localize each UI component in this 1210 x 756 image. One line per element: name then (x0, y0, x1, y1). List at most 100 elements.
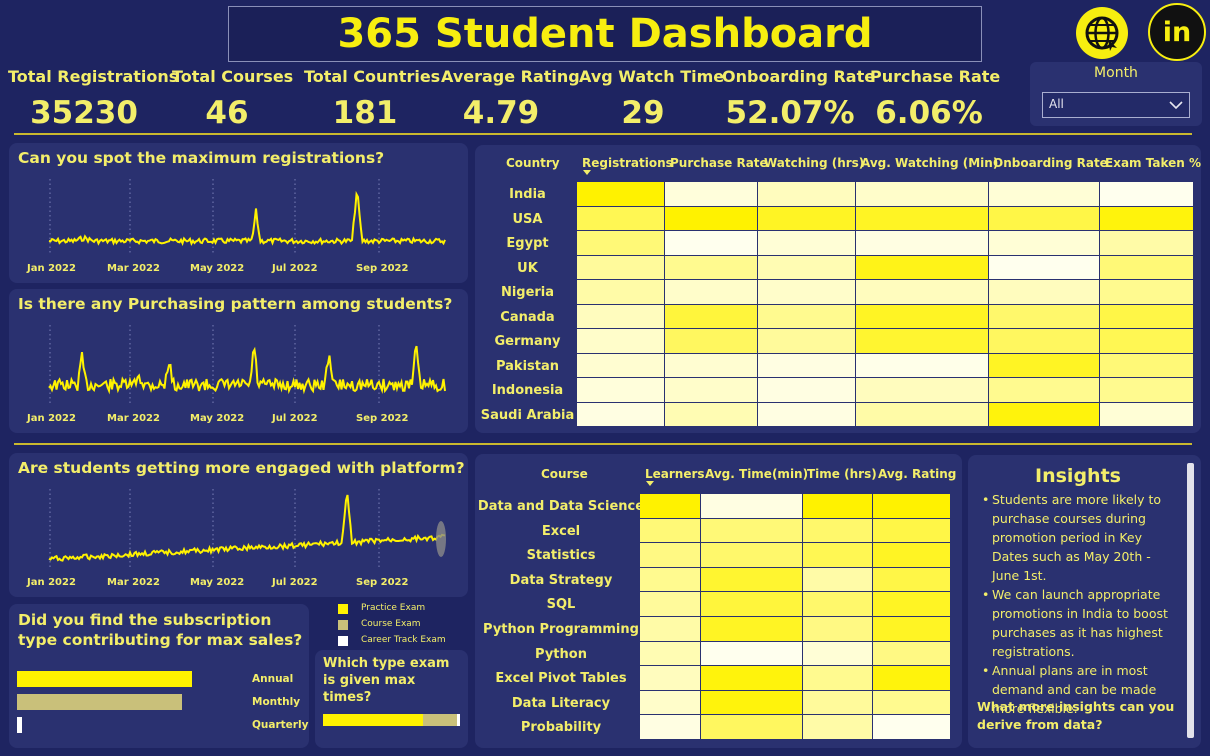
heatmap-cell (665, 304, 757, 328)
kpi-label: Total Registrations (8, 67, 179, 86)
column-header[interactable]: Watching (hrs) (764, 156, 865, 170)
heatmap-cell (640, 518, 700, 543)
globe-icon[interactable] (1076, 7, 1128, 59)
legend-label: Career Track Exam (361, 635, 446, 645)
heatmap-cell (758, 182, 855, 206)
heatmap-cell (803, 494, 872, 518)
x-tick-label: May 2022 (190, 413, 244, 424)
course-row-label: Data and Data Science (477, 499, 645, 514)
heatmap-cell (640, 543, 700, 567)
heatmap-cell (758, 329, 855, 353)
kpi-value: 29 (621, 95, 665, 131)
exam-bar-segment (323, 714, 423, 726)
subscription-bar (17, 694, 182, 710)
heatmap-cell (803, 617, 872, 641)
heatmap-cell (989, 378, 1099, 402)
heatmap-cell (856, 378, 988, 402)
linkedin-icon[interactable]: in (1148, 3, 1206, 61)
x-tick-label: Jan 2022 (26, 413, 76, 424)
column-header[interactable]: Exam Taken % (1105, 156, 1201, 170)
heatmap-cell (803, 666, 872, 690)
globe-icon-graphic (1085, 16, 1119, 51)
subscription-bar (17, 717, 23, 733)
column-header[interactable]: Registrations (582, 156, 673, 170)
x-tick-label: Mar 2022 (107, 577, 160, 588)
course-row-label: Data Literacy (511, 695, 611, 711)
insights-panel: Insights • Students are more likely to pu… (968, 455, 1201, 748)
subscription-bar-label: Monthly (252, 696, 301, 708)
x-tick-label: Jan 2022 (26, 263, 76, 274)
forecast-band (436, 521, 446, 557)
legend-label: Practice Exam (361, 603, 426, 613)
heatmap-cell (577, 182, 664, 206)
kpi-label: Avg Watch Time (579, 67, 725, 86)
insights-scrollbar[interactable] (1187, 463, 1194, 738)
insights-title: Insights (1035, 465, 1121, 487)
country-table-panel: Country Registrations Purchase Rate Watchin… (475, 145, 1201, 433)
heatmap-cell (701, 690, 802, 715)
heatmap-cell (856, 280, 988, 304)
heatmap-cell (640, 641, 700, 666)
heatmap-cell (989, 402, 1099, 426)
heatmap-cell (803, 518, 872, 543)
heatmap-cell (873, 690, 950, 715)
heatmap-cell (989, 280, 1099, 304)
course-row-label: Python (535, 646, 587, 662)
month-dropdown[interactable]: All (1042, 92, 1190, 118)
heatmap-cell (1100, 182, 1193, 206)
kpi-label: Purchase Rate (870, 67, 1001, 86)
heatmap-cell (640, 617, 700, 641)
heatmap-cell (701, 592, 802, 616)
insight-text: Annual plans are in most demand and can … (992, 663, 1157, 716)
heatmap-cell (758, 255, 855, 279)
heatmap-cell (640, 715, 700, 739)
heatmap-cell (989, 182, 1099, 206)
course-row-label: Probability (520, 720, 602, 736)
country-row-label: UK (517, 260, 538, 276)
heatmap-cell (873, 715, 950, 739)
exam-stacked-bar (323, 714, 460, 726)
engagement-chart: Jan 2022 Mar 2022 May 2022 Jul 2022 Sep 2022 (26, 489, 446, 588)
heatmap-cell (803, 641, 872, 666)
exam-bar-segment (457, 714, 460, 726)
heatmap-cell (665, 378, 757, 402)
heatmap-cell (856, 329, 988, 353)
heatmap-cell (856, 206, 988, 230)
kpi-value: 46 (205, 95, 249, 131)
bullet-icon: • (982, 663, 990, 678)
x-tick-label: Sep 2022 (356, 263, 408, 274)
kpi-value: 181 (332, 95, 398, 131)
column-header[interactable]: Avg. Rating (878, 467, 957, 481)
column-header[interactable]: Country (506, 156, 560, 170)
heatmap-cell (873, 641, 950, 666)
column-header[interactable]: Purchase Rate (670, 156, 768, 170)
x-tick-label: Jul 2022 (271, 577, 318, 588)
heatmap-cell (701, 494, 802, 518)
column-header[interactable]: Avg. Time(min) (705, 467, 809, 481)
insight-text: We can launch appropriate promotions in … (992, 587, 1168, 659)
column-header[interactable]: Time (hrs) (807, 467, 877, 481)
column-header[interactable]: Avg. Watching (Min) (861, 156, 999, 170)
heatmap-cell (803, 543, 872, 567)
column-header[interactable]: Course (541, 467, 588, 481)
column-header[interactable]: Onboarding Rate (993, 156, 1108, 170)
country-row-label: Canada (500, 309, 555, 325)
heatmap-cell (1100, 329, 1193, 353)
heatmap-cell (665, 182, 757, 206)
kpi-label: Total Courses (172, 67, 294, 86)
country-row-label: Indonesia (491, 383, 564, 398)
country-row-label: Germany (494, 334, 561, 349)
x-tick-label: Jul 2022 (271, 263, 318, 274)
legend-swatch (338, 620, 348, 630)
heatmap-cell (856, 402, 988, 426)
registrations-chart: Jan 2022 Mar 2022 May 2022 Jul 2022 Sep 2022 (26, 179, 446, 274)
chevron-down-icon (1169, 101, 1183, 110)
heatmap-cell (1100, 280, 1193, 304)
heatmap-cell (803, 715, 872, 739)
column-header[interactable]: Learners (645, 467, 705, 481)
heatmap-cell (856, 182, 988, 206)
divider-middle (14, 443, 1192, 445)
course-row-label: Data Strategy (509, 572, 613, 588)
heatmap-cell (1100, 206, 1193, 230)
series-line (48, 345, 446, 395)
